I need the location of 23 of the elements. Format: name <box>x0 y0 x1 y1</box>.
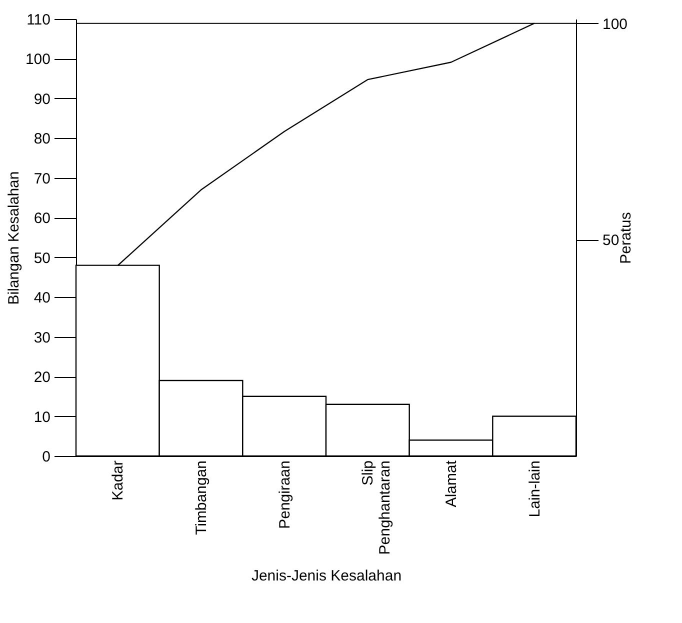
x-tick-label: Slip Penghantaran <box>360 460 394 555</box>
y-axis-title: Bilangan Kesalahan <box>5 171 22 305</box>
y-tick-label: 60 <box>34 210 50 228</box>
y2-axis-title: Peratus <box>618 212 635 264</box>
y-tick-label: 40 <box>34 290 50 307</box>
y-tick-label: 0 <box>42 448 50 466</box>
y-tick-label: 50 <box>34 250 50 267</box>
y-tick-label: 30 <box>34 329 50 346</box>
x-tick-label: Alamat <box>443 460 460 508</box>
y-tick-label: 110 <box>26 12 50 28</box>
x-tick-label: Pengiraan <box>276 460 294 529</box>
y-tick-label: 20 <box>34 369 50 386</box>
y-tick-label: 100 <box>25 51 50 68</box>
x-tick-label: Kadar <box>110 460 127 501</box>
y-tick-label: 80 <box>34 130 50 148</box>
y-tick-label: 10 <box>34 408 50 426</box>
x-axis-title: Jenis-Jenis Kesalahan <box>251 568 402 585</box>
x-tick-label: Timbangan <box>193 460 210 535</box>
y2-tick-label: 100 <box>602 16 628 33</box>
y2-tick-label: 50 <box>602 232 620 250</box>
y-tick-label: 70 <box>34 170 50 188</box>
x-tick-label: Lain-lain <box>526 460 544 518</box>
y-tick-label: 90 <box>34 90 50 108</box>
